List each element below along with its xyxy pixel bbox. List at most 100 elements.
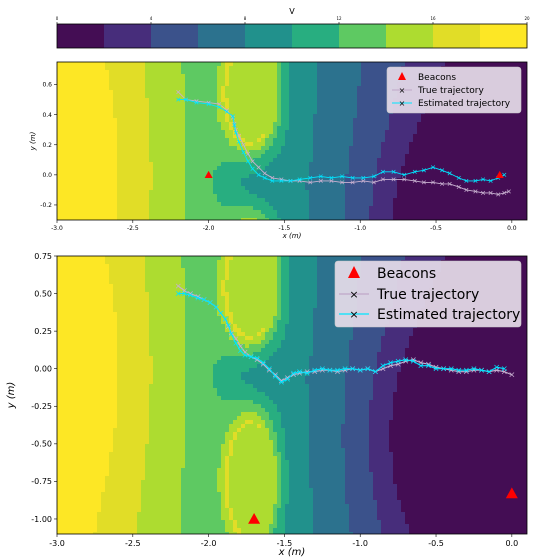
field-cell — [145, 256, 150, 261]
field-cell — [445, 134, 450, 139]
field-cell — [469, 214, 474, 219]
field-cell — [197, 178, 202, 183]
true-trajectory-point — [440, 181, 445, 186]
field-cell — [117, 74, 122, 79]
field-cell — [377, 186, 382, 191]
field-cell — [161, 190, 166, 195]
field-cell — [229, 118, 234, 123]
field-cell — [341, 98, 346, 103]
field-cell — [237, 94, 242, 99]
field-cell — [417, 186, 422, 191]
field-cell — [233, 70, 238, 75]
field-cell — [85, 86, 90, 91]
field-cell — [513, 162, 518, 167]
field-cell — [101, 106, 106, 111]
field-cell — [89, 146, 94, 151]
field-cell — [405, 122, 410, 127]
field-cell — [133, 142, 138, 147]
field-cell — [205, 170, 210, 175]
field-cell — [293, 218, 298, 220]
field-cell — [73, 142, 78, 147]
field-cell — [301, 106, 306, 111]
field-cell — [257, 130, 262, 135]
estimated-trajectory-point — [245, 159, 251, 164]
field-cell — [369, 114, 374, 119]
field-cell — [133, 134, 138, 139]
field-cell — [141, 174, 146, 179]
field-cell — [361, 98, 366, 103]
field-cell — [417, 256, 422, 261]
field-cell — [525, 256, 527, 261]
field-cell — [397, 218, 402, 220]
field-cell — [129, 70, 134, 75]
field-cell — [289, 126, 294, 131]
field-cell — [145, 62, 150, 67]
field-cell — [325, 70, 330, 75]
field-cell — [245, 206, 250, 211]
field-cell — [449, 134, 454, 139]
field-cell — [161, 98, 166, 103]
field-cell — [105, 214, 110, 219]
field-cell — [525, 122, 527, 127]
field-cell — [77, 256, 82, 261]
field-cell — [169, 94, 174, 99]
field-cell — [109, 174, 114, 179]
field-cell — [485, 166, 490, 171]
field-cell — [117, 70, 122, 75]
field-cell — [441, 178, 446, 183]
field-cell — [89, 86, 94, 91]
field-cell — [525, 166, 527, 171]
field-cell — [117, 154, 122, 159]
field-cell — [105, 118, 110, 123]
field-cell — [481, 166, 486, 171]
field-cell — [253, 190, 258, 195]
field-cell — [297, 198, 302, 203]
field-cell — [301, 126, 306, 131]
field-cell — [365, 118, 370, 123]
top-plot-legend-entry-estimated: Estimated trajectory — [418, 99, 511, 109]
field-cell — [173, 82, 178, 87]
field-cell — [181, 178, 186, 183]
field-cell — [393, 138, 398, 143]
field-cell — [193, 210, 198, 215]
field-cell — [201, 256, 206, 261]
field-cell — [193, 110, 198, 115]
field-cell — [301, 122, 306, 127]
field-cell — [81, 198, 86, 203]
field-cell — [89, 190, 94, 195]
field-cell — [317, 106, 322, 111]
field-cell — [469, 62, 474, 67]
field-cell — [277, 174, 282, 179]
field-cell — [253, 154, 258, 159]
field-cell — [85, 218, 90, 220]
field-cell — [321, 154, 326, 159]
field-cell — [349, 162, 354, 167]
field-cell — [69, 174, 74, 179]
field-cell — [461, 194, 466, 199]
field-cell — [357, 114, 362, 119]
y-tick-label: 0.4 — [42, 112, 52, 119]
field-cell — [505, 162, 510, 167]
field-cell — [61, 174, 66, 179]
field-cell — [397, 210, 402, 215]
field-cell — [237, 62, 242, 67]
field-cell — [165, 110, 170, 115]
field-cell — [197, 202, 202, 207]
field-cell — [169, 158, 174, 163]
field-cell — [185, 82, 190, 87]
field-cell — [473, 130, 478, 135]
field-cell — [321, 138, 326, 143]
field-cell — [493, 186, 498, 191]
field-cell — [81, 126, 86, 131]
field-cell — [401, 218, 406, 220]
field-cell — [237, 74, 242, 79]
field-cell — [297, 118, 302, 123]
field-cell — [89, 174, 94, 179]
field-cell — [229, 138, 234, 143]
field-cell — [421, 138, 426, 143]
field-cell — [137, 134, 142, 139]
field-cell — [269, 70, 274, 75]
field-cell — [193, 66, 198, 71]
field-cell — [497, 186, 502, 191]
field-cell — [325, 214, 330, 219]
